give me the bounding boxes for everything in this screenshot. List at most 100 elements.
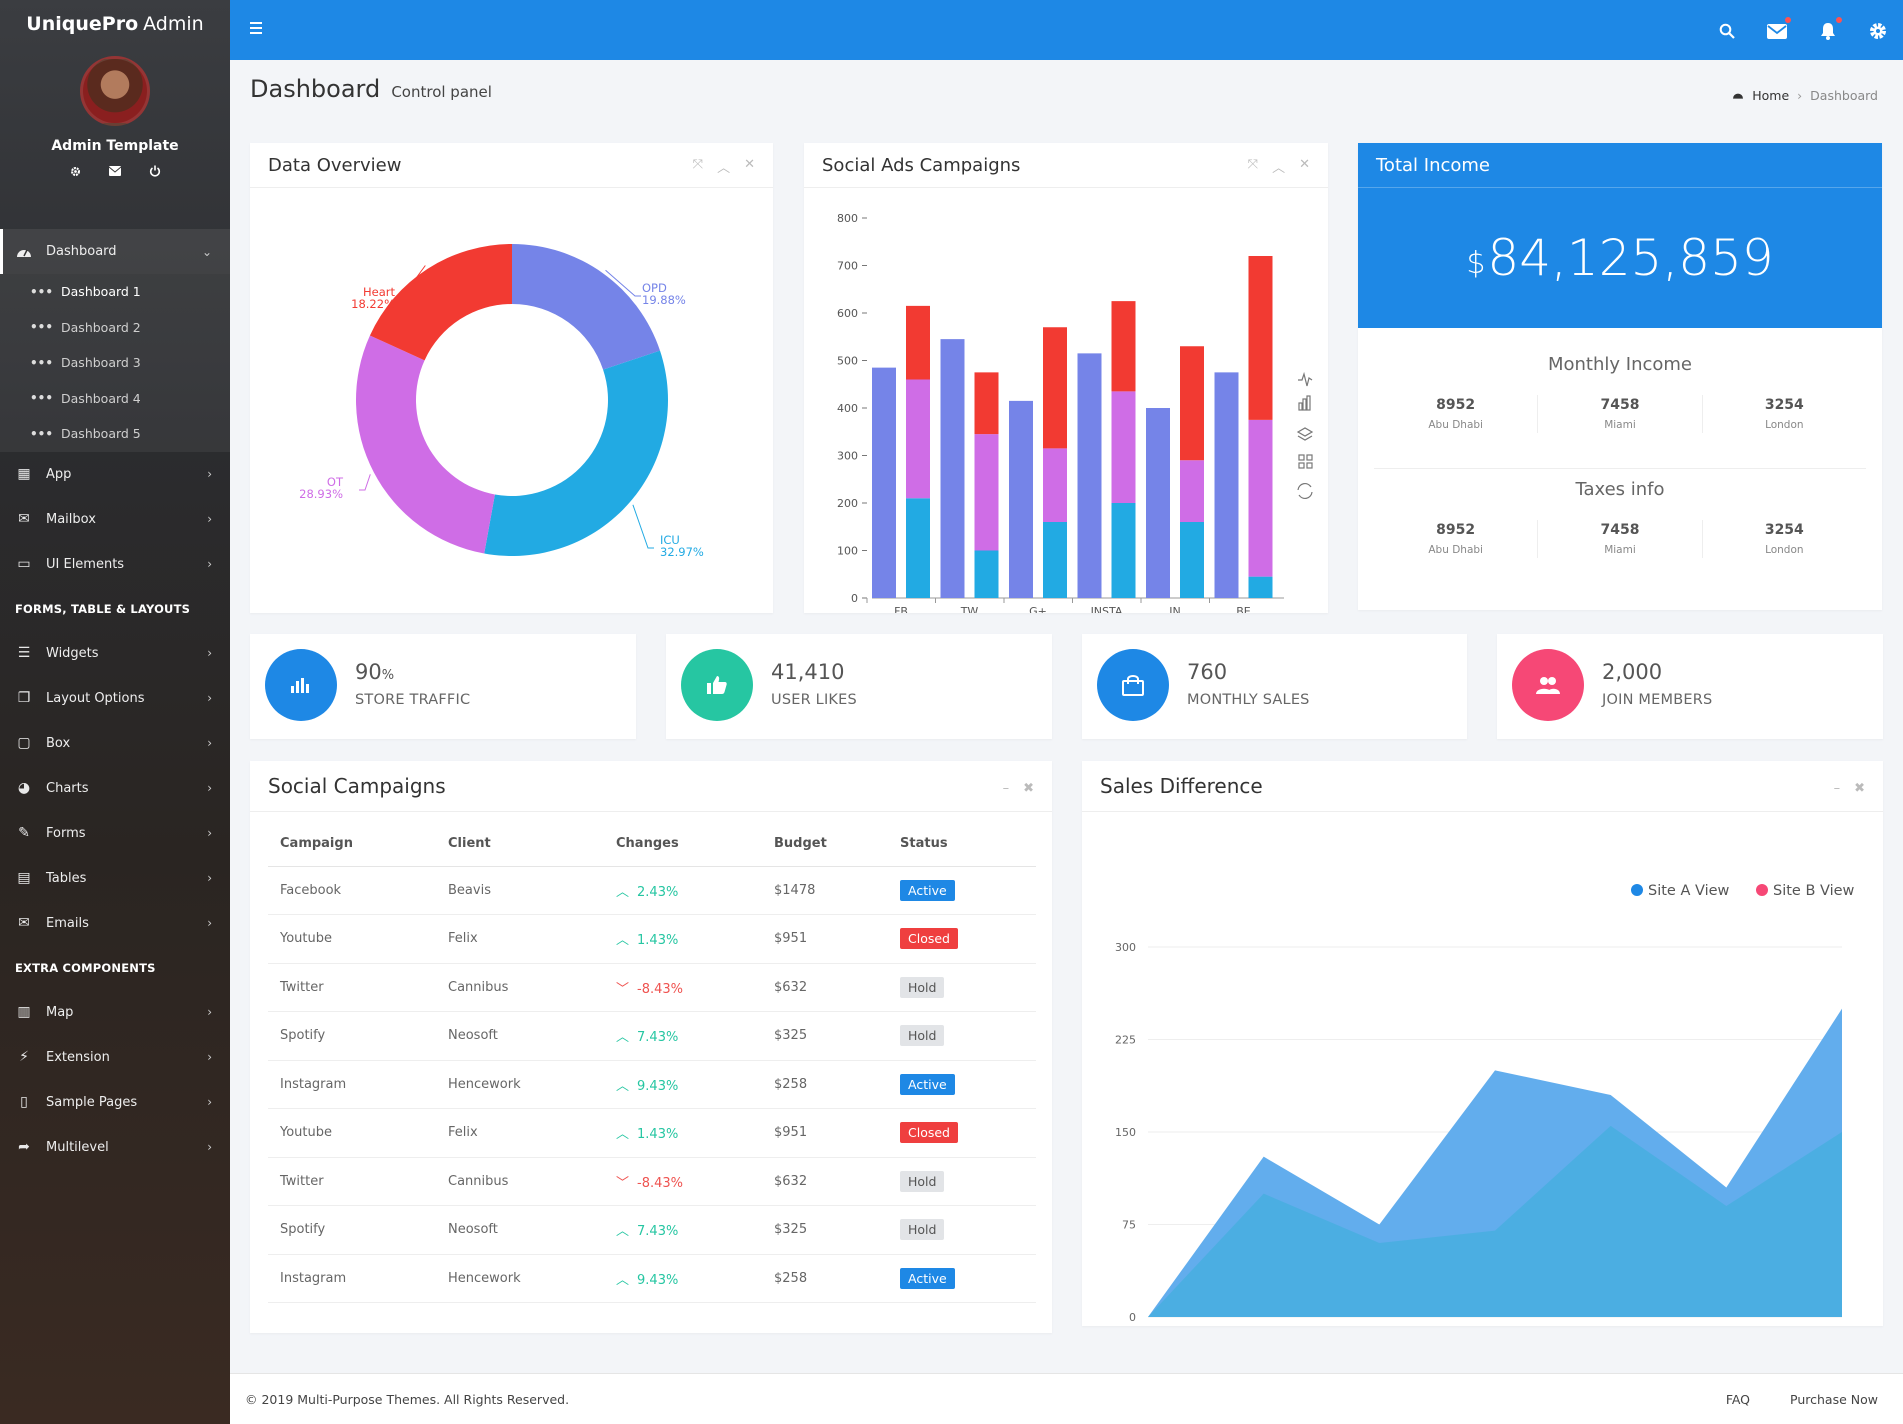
area-series[interactable] — [1148, 1125, 1842, 1317]
breadcrumb-current: Dashboard — [1810, 88, 1878, 103]
refresh-icon[interactable] — [1297, 482, 1313, 500]
column-header[interactable]: Status — [888, 822, 1036, 867]
bar-segment[interactable] — [1111, 391, 1136, 503]
close-icon[interactable]: ✕ — [744, 157, 755, 172]
table-row[interactable]: Instagram Hencework ︿ 9.43% $258 Active — [268, 1254, 1036, 1303]
column-header[interactable]: Changes — [604, 822, 762, 867]
bar-segment[interactable] — [974, 550, 999, 599]
change-value: -8.43% — [637, 1175, 684, 1191]
collapse-icon[interactable]: ︿ — [717, 161, 731, 176]
sidebar-item-layout-options[interactable]: ❐ Layout Options › — [0, 676, 230, 721]
bar[interactable] — [940, 339, 965, 598]
sidebar-subitem-dashboard-2[interactable]: ••• Dashboard 2 — [0, 310, 230, 346]
legend-label[interactable]: Site A View — [1648, 883, 1730, 899]
power-icon[interactable] — [148, 164, 162, 178]
sidebar-subitem-dashboard-3[interactable]: ••• Dashboard 3 — [0, 345, 230, 381]
sidebar-subitem-dashboard-1[interactable]: ••• Dashboard 1 — [0, 274, 230, 310]
pie-slice[interactable] — [484, 350, 668, 556]
bar-segment[interactable] — [1043, 448, 1067, 522]
chart-toolbox[interactable] — [1296, 371, 1314, 500]
sidebar-item-emails[interactable]: ✉ Emails › — [0, 901, 230, 946]
table-row[interactable]: Twitter Cannibus ﹀ -8.43% $632 Hold — [268, 963, 1036, 1012]
close-icon[interactable]: ✕ — [1299, 157, 1310, 172]
sidebar-item-sample-pages[interactable]: ▯ Sample Pages › — [0, 1080, 230, 1125]
bar-segment[interactable] — [1248, 419, 1273, 577]
bar-segment[interactable] — [1043, 327, 1067, 449]
bell-icon[interactable] — [1817, 17, 1842, 42]
sidebar-subitem-dashboard-4[interactable]: ••• Dashboard 4 — [0, 381, 230, 417]
pie-slice[interactable] — [356, 335, 495, 554]
expand-icon[interactable]: ⤧ — [692, 157, 704, 172]
bar-segment[interactable] — [1180, 522, 1204, 598]
hamburger-icon[interactable] — [250, 22, 262, 34]
bar-segment[interactable] — [1180, 346, 1204, 461]
collapse-icon[interactable]: ︿ — [1272, 161, 1286, 176]
chevron-up-icon: ︿ — [616, 884, 630, 900]
tiled-icon[interactable] — [1298, 454, 1305, 461]
table-row[interactable]: Youtube Felix ︿ 1.43% $951 Closed — [268, 1108, 1036, 1158]
breadcrumb-home[interactable]: Home — [1752, 88, 1790, 103]
column-header[interactable]: Budget — [762, 822, 888, 867]
purchase-now-link[interactable]: Purchase Now — [1790, 1392, 1878, 1407]
gear-icon[interactable] — [1867, 20, 1889, 42]
sidebar-item-mailbox[interactable]: ✉ Mailbox › — [0, 497, 230, 542]
sidebar-item-ui-elements[interactable]: ▭ UI Elements › — [0, 542, 230, 587]
sidebar-subitem-dashboard-5[interactable]: ••• Dashboard 5 — [0, 416, 230, 452]
sidebar-item-charts[interactable]: ◕ Charts › — [0, 766, 230, 811]
stat-value: 3254 — [1764, 522, 1804, 538]
sidebar-item-multilevel[interactable]: ➦ Multilevel › — [0, 1125, 230, 1170]
bar[interactable] — [1009, 400, 1033, 598]
bar-segment[interactable] — [1248, 576, 1273, 598]
minimize-icon[interactable]: – — [1002, 781, 1010, 796]
table-row[interactable]: Spotify Neosoft ︿ 7.43% $325 Hold — [268, 1011, 1036, 1061]
sidebar-item-dashboard[interactable]: Dashboard ⌄ — [0, 229, 230, 274]
mail-icon[interactable] — [1766, 17, 1791, 42]
mail-icon[interactable] — [108, 164, 122, 178]
bar-segment[interactable] — [1043, 522, 1067, 598]
table-row[interactable]: Instagram Hencework ︿ 9.43% $258 Active — [268, 1060, 1036, 1109]
chevron-right-icon: › — [207, 916, 212, 930]
bar-segment[interactable] — [1111, 503, 1136, 598]
bar-segment[interactable] — [1248, 256, 1273, 420]
sidebar-item-app[interactable]: ▦ App › — [0, 452, 230, 497]
table-row[interactable]: Spotify Neosoft ︿ 7.43% $325 Hold — [268, 1205, 1036, 1255]
bar-segment[interactable] — [974, 434, 999, 551]
search-icon[interactable] — [1716, 20, 1738, 42]
bar-segment[interactable] — [906, 305, 930, 380]
legend-label[interactable]: Site B View — [1773, 883, 1855, 899]
stack-icon[interactable] — [1296, 427, 1314, 441]
minimize-icon[interactable]: – — [1833, 781, 1841, 796]
pie-slice[interactable] — [369, 244, 512, 361]
faq-link[interactable]: FAQ — [1725, 1392, 1751, 1407]
sidebar-item-widgets[interactable]: ☰ Widgets › — [0, 631, 230, 676]
column-header[interactable]: Campaign — [268, 822, 436, 867]
bar-segment[interactable] — [906, 498, 930, 598]
bar[interactable] — [1214, 372, 1239, 598]
expand-icon[interactable]: ⤧ — [1247, 157, 1259, 172]
bar[interactable] — [1146, 408, 1170, 598]
table-row[interactable]: Youtube Felix ︿ 1.43% $951 Closed — [268, 914, 1036, 964]
gear-icon[interactable] — [68, 164, 82, 178]
dots-icon: ••• — [30, 391, 54, 406]
table-row[interactable]: Twitter Cannibus ﹀ -8.43% $632 Hold — [268, 1157, 1036, 1206]
sidebar-item-box[interactable]: ▢ Box › — [0, 721, 230, 766]
line-chart-icon[interactable] — [1298, 371, 1313, 387]
bar-segment[interactable] — [906, 379, 930, 499]
sidebar-item-map[interactable]: ▥ Map › — [0, 990, 230, 1035]
bar[interactable] — [1077, 353, 1102, 598]
column-header[interactable]: Client — [436, 822, 604, 867]
avatar[interactable] — [80, 56, 150, 126]
close-icon[interactable]: ✖ — [1854, 781, 1865, 796]
sidebar-item-extension[interactable]: ⚡ Extension › — [0, 1035, 230, 1080]
brand-logo[interactable]: UniquePro Admin — [0, 0, 230, 48]
pie-slice[interactable] — [512, 244, 660, 370]
sidebar-item-forms[interactable]: ✎ Forms › — [0, 811, 230, 856]
bar-segment[interactable] — [974, 372, 999, 435]
sidebar-item-tables[interactable]: ▤ Tables › — [0, 856, 230, 901]
bar-segment[interactable] — [1180, 460, 1204, 522]
table-row[interactable]: Facebook Beavis ︿ 2.43% $1478 Active — [268, 866, 1036, 915]
close-icon[interactable]: ✖ — [1023, 781, 1034, 796]
bar-chart-icon[interactable] — [1298, 402, 1303, 411]
bar[interactable] — [872, 367, 896, 598]
bar-segment[interactable] — [1111, 301, 1136, 392]
